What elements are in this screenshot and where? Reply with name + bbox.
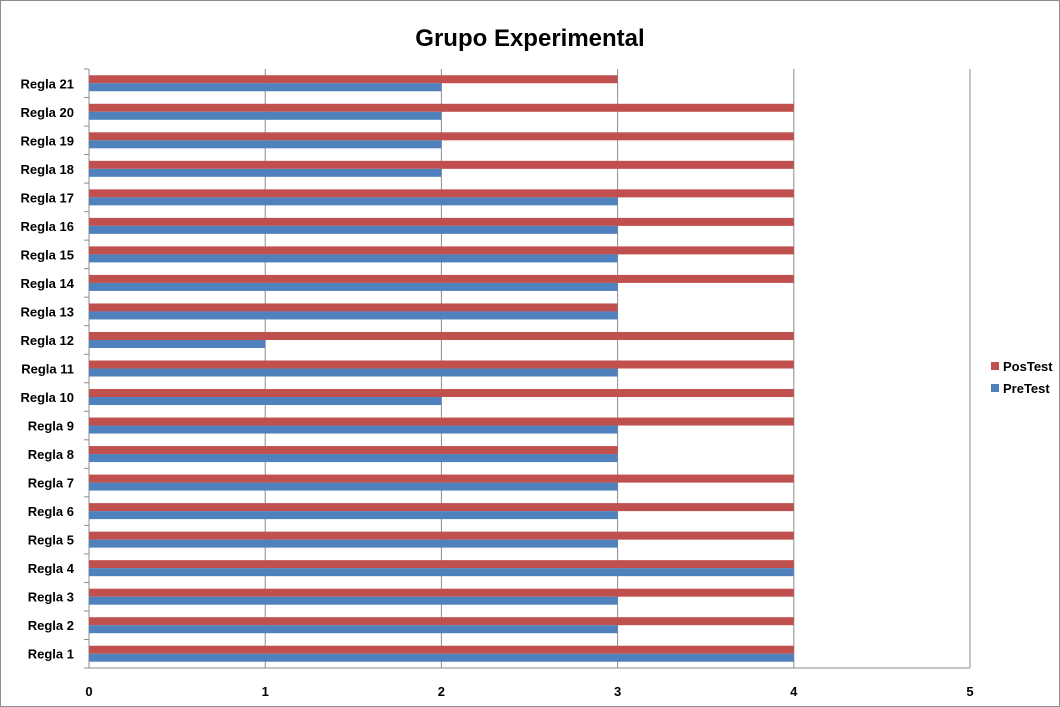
bar-postest: [89, 389, 794, 398]
bar-postest: [89, 531, 794, 540]
category-label: Regla 10: [21, 390, 74, 405]
bar-postest: [89, 217, 794, 226]
bar-pretest: [89, 140, 442, 149]
bar-postest: [89, 132, 794, 141]
bar-pretest: [89, 311, 618, 320]
chart-title: Grupo Experimental: [415, 25, 645, 52]
category-label: Regla 17: [21, 190, 74, 205]
category-label: Regla 19: [21, 133, 74, 148]
bar-postest: [89, 474, 794, 483]
bar-postest: [89, 160, 794, 169]
legend-swatch: [991, 384, 999, 392]
bar-postest: [89, 189, 794, 198]
bar-pretest: [89, 482, 618, 491]
bar-pretest: [89, 511, 618, 520]
category-label: Regla 6: [28, 504, 74, 519]
x-tick-label: 4: [790, 684, 798, 699]
bar-postest: [89, 75, 618, 84]
legend-label: PreTest: [1003, 381, 1050, 396]
bar-pretest: [89, 83, 442, 92]
category-label: Regla 2: [28, 618, 74, 633]
bar-pretest: [89, 282, 618, 291]
bar-pretest: [89, 197, 618, 206]
legend-label: PosTest: [1003, 359, 1053, 374]
bar-postest: [89, 417, 794, 426]
bar-postest: [89, 617, 794, 626]
bar-pretest: [89, 454, 618, 463]
category-label: Regla 7: [28, 476, 74, 491]
bar-pretest: [89, 425, 618, 434]
x-tick-label: 3: [614, 684, 621, 699]
category-label: Regla 16: [21, 219, 74, 234]
bar-postest: [89, 274, 794, 283]
bar-postest: [89, 588, 794, 597]
x-tick-label: 5: [966, 684, 973, 699]
bar-postest: [89, 303, 618, 312]
category-label: Regla 13: [21, 304, 74, 319]
category-label: Regla 14: [21, 276, 75, 291]
category-label: Regla 12: [21, 333, 74, 348]
category-label: Regla 15: [21, 247, 74, 262]
category-label: Regla 3: [28, 590, 74, 605]
bar-postest: [89, 503, 794, 512]
bar-pretest: [89, 625, 618, 634]
bar-pretest: [89, 339, 266, 348]
category-label: Regla 20: [21, 105, 74, 120]
bar-pretest: [89, 225, 618, 234]
bar-postest: [89, 103, 794, 112]
bar-pretest: [89, 568, 794, 577]
bar-pretest: [89, 368, 618, 377]
bar-postest: [89, 360, 794, 369]
category-label: Regla 21: [21, 76, 74, 91]
category-label: Regla 4: [28, 561, 75, 576]
x-tick-label: 2: [438, 684, 445, 699]
bar-postest: [89, 331, 794, 340]
category-label: Regla 18: [21, 162, 74, 177]
x-tick-label: 1: [262, 684, 269, 699]
bar-pretest: [89, 111, 442, 120]
category-label: Regla 8: [28, 447, 74, 462]
bar-postest: [89, 560, 794, 569]
bar-pretest: [89, 254, 618, 263]
bar-pretest: [89, 397, 442, 406]
bar-pretest: [89, 539, 618, 548]
bar-postest: [89, 645, 794, 654]
bar-postest: [89, 246, 794, 255]
category-label: Regla 5: [28, 533, 74, 548]
category-label: Regla 1: [28, 647, 74, 662]
x-tick-label: 0: [85, 684, 92, 699]
bar-pretest: [89, 596, 618, 605]
legend-swatch: [991, 362, 999, 370]
category-label: Regla 11: [21, 362, 74, 377]
bar-pretest: [89, 168, 442, 177]
bar-postest: [89, 446, 618, 455]
category-label: Regla 9: [28, 419, 74, 434]
bar-pretest: [89, 653, 794, 662]
